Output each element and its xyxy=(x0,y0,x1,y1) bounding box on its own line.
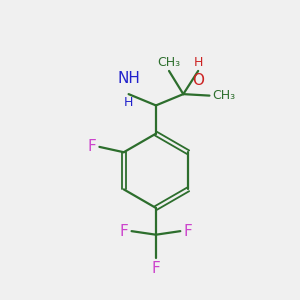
Text: F: F xyxy=(152,262,160,277)
Text: NH: NH xyxy=(117,71,140,86)
Text: CH₃: CH₃ xyxy=(158,56,181,69)
Text: H: H xyxy=(194,56,203,70)
Text: CH₃: CH₃ xyxy=(212,89,235,102)
Text: H: H xyxy=(124,96,133,109)
Text: F: F xyxy=(120,224,129,238)
Text: F: F xyxy=(88,140,96,154)
Text: O: O xyxy=(192,73,204,88)
Text: F: F xyxy=(183,224,192,238)
